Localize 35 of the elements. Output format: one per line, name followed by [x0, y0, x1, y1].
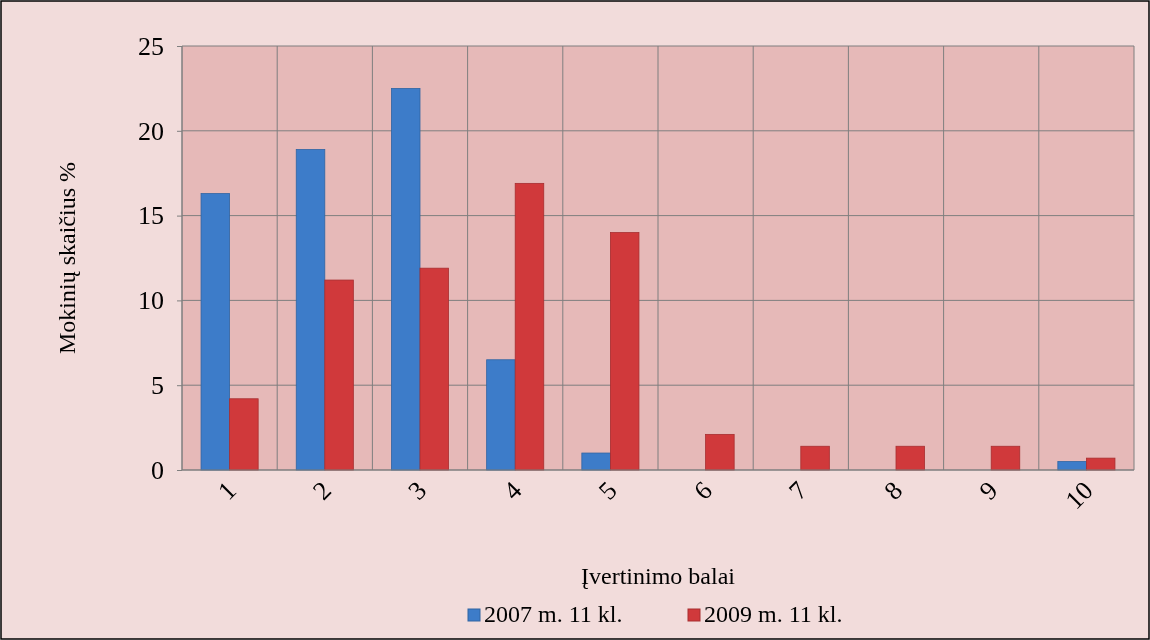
y-tick-label: 0	[151, 455, 164, 485]
bar	[295, 149, 326, 471]
x-tick-label: 3	[402, 475, 433, 506]
bar	[581, 452, 611, 471]
x-tick-label: 6	[688, 475, 718, 506]
x-tick-label: 8	[878, 475, 909, 506]
x-tick-label: 10	[1059, 475, 1099, 515]
x-tick-label: 5	[592, 475, 623, 506]
bar	[229, 398, 259, 471]
y-tick-label: 15	[138, 201, 164, 231]
x-tick-label: 2	[307, 475, 338, 506]
y-tick-label: 10	[138, 286, 164, 316]
y-tick-label: 20	[138, 116, 164, 146]
legend-label: 2007 m. 11 kl.	[484, 601, 623, 627]
bar	[800, 445, 830, 471]
x-tick-label: 7	[783, 475, 814, 506]
y-tick-label: 5	[151, 371, 164, 401]
legend-label: 2009 m. 11 kl.	[704, 601, 843, 627]
bar	[1086, 457, 1116, 471]
bar	[514, 182, 545, 471]
x-tick-label: 1	[212, 475, 242, 506]
bar	[324, 279, 354, 471]
x-axis-title: Įvertinimo balai	[581, 563, 736, 589]
bar	[895, 445, 925, 471]
bar	[990, 445, 1021, 471]
bar	[200, 193, 230, 471]
y-axis-title: Mokinių skaičius %	[54, 162, 80, 354]
x-tick-label: 4	[497, 475, 528, 506]
bar	[486, 359, 516, 471]
bar	[705, 433, 735, 471]
bar	[391, 88, 421, 471]
bar	[610, 232, 640, 471]
y-tick-label: 25	[138, 31, 164, 61]
x-tick-label: 9	[973, 475, 1004, 506]
bar	[419, 267, 449, 471]
